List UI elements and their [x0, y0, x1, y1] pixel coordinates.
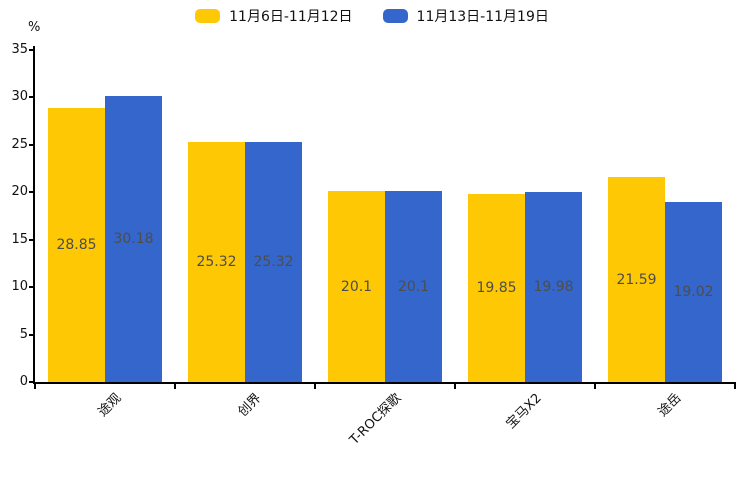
- y-axis-tick-label: 5: [19, 326, 28, 342]
- y-axis-tick: [29, 381, 34, 383]
- x-axis-tick: [594, 384, 596, 389]
- y-axis-tick: [29, 49, 34, 51]
- bar-segment: [245, 141, 302, 382]
- x-axis-line: [33, 382, 736, 384]
- y-axis-tick-label: 30: [11, 89, 28, 105]
- y-axis-tick-label: 10: [11, 279, 28, 295]
- legend-item-week1: 11月6日-11月12日: [195, 6, 353, 26]
- bar-segment: [525, 192, 582, 382]
- y-axis-tick-label: 0: [19, 374, 28, 389]
- bar-value-label: 25.32: [196, 253, 237, 270]
- bar-segment: [188, 141, 245, 382]
- bar-value-label: 19.85: [476, 279, 517, 296]
- x-axis-tick: [174, 384, 176, 389]
- y-axis-tick-label: 15: [11, 231, 28, 247]
- y-axis-tick: [29, 96, 34, 99]
- bar-value-label: 21.59: [616, 271, 657, 288]
- x-axis-tick: [314, 384, 316, 389]
- bar-segment: [608, 177, 665, 382]
- bar-value-label: 19.02: [673, 283, 714, 300]
- bar-segment: [665, 201, 722, 382]
- x-axis-category-label: 途岳: [655, 390, 685, 420]
- bar-value-label: 20.1: [340, 278, 373, 295]
- x-axis-category-label: T-ROC探歌: [347, 390, 405, 448]
- y-axis-tick: [29, 333, 34, 336]
- y-axis-tick: [29, 143, 34, 146]
- legend-label-week2: 11月13日-11月19日: [416, 9, 549, 25]
- bar-segment: [468, 193, 525, 382]
- y-axis-tick: [29, 238, 34, 241]
- x-axis-category-label: 宝马X2: [503, 390, 545, 432]
- y-axis-tick: [29, 191, 34, 194]
- y-axis-tick-label: 25: [11, 136, 28, 152]
- bar-segment: [328, 191, 385, 382]
- bar-segment: [385, 191, 442, 382]
- bar-segment: [48, 108, 105, 382]
- legend-label-week1: 11月6日-11月12日: [229, 9, 353, 25]
- bar-value-label: 19.98: [533, 279, 574, 296]
- x-axis-tick: [734, 384, 736, 389]
- x-axis-tick: [34, 384, 36, 389]
- y-axis-unit-label: %: [28, 20, 41, 35]
- legend-item-week2: 11月13日-11月19日: [382, 6, 549, 26]
- y-axis-tick-label: 20: [11, 184, 28, 200]
- x-axis-tick: [454, 384, 456, 389]
- y-axis-tick-label: 35: [11, 42, 28, 57]
- bar-segment: [105, 95, 162, 382]
- y-axis-line: [33, 46, 35, 384]
- legend-swatch-week1: [195, 9, 221, 23]
- bar-value-label: 28.85: [56, 237, 97, 254]
- x-axis-category-label: 创界: [235, 390, 265, 420]
- bar-value-label: 20.1: [397, 278, 430, 295]
- legend-swatch-week2: [382, 9, 408, 23]
- bar-value-label: 25.32: [253, 253, 294, 270]
- y-axis-tick: [29, 286, 34, 289]
- bar-value-label: 30.18: [113, 230, 154, 247]
- x-axis-category-label: 途观: [95, 390, 125, 420]
- legend: 11月6日-11月12日 11月13日-11月19日: [0, 6, 744, 26]
